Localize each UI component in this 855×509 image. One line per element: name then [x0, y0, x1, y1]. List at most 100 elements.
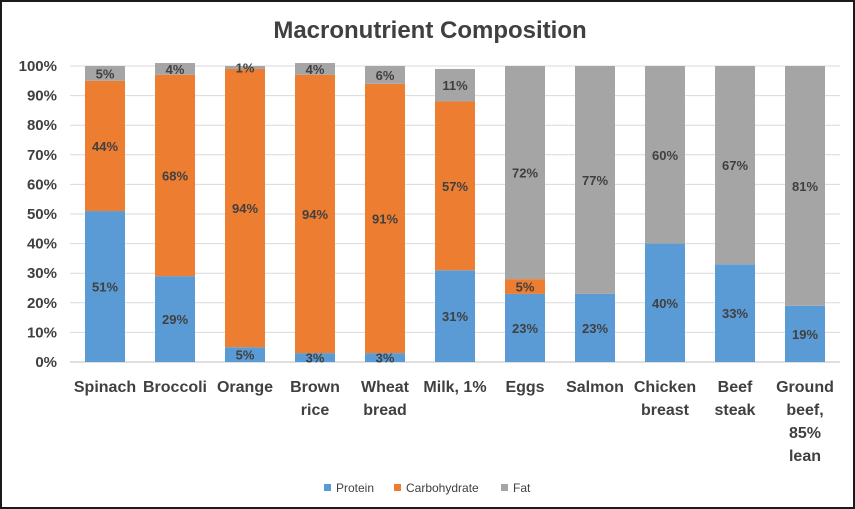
x-category-label: lean	[789, 448, 821, 465]
data-label: 60%	[652, 148, 678, 163]
data-label: 44%	[92, 139, 118, 154]
y-tick-label: 40%	[27, 236, 57, 253]
y-tick-label: 90%	[27, 88, 57, 105]
data-label: 94%	[232, 201, 258, 216]
data-labels: 51% 44% 5% 29% 68% 4% 5% 94% 1% 3% 94% 4% 3% 91% 6% 31%…	[92, 60, 818, 365]
bar-segment-protein	[225, 347, 265, 362]
bar-segment-protein	[435, 270, 475, 362]
x-category-label: 85%	[789, 425, 821, 442]
x-axis: Spinach Broccoli Orange Brown rice Wheat bread…	[74, 379, 834, 465]
bar-segment-protein	[365, 353, 405, 362]
data-label: 94%	[302, 207, 328, 222]
data-label: 3%	[306, 351, 325, 366]
bar-segment-fat	[645, 66, 685, 244]
x-category-label: steak	[715, 402, 756, 419]
x-category-label: Salmon	[566, 379, 624, 396]
bar-segment-protein	[505, 293, 545, 362]
data-label: 31%	[442, 309, 468, 324]
y-tick-label: 20%	[27, 295, 57, 312]
bar-segment-carbohydrate	[505, 279, 545, 294]
x-category-label: beef,	[786, 402, 823, 419]
data-label: 5%	[236, 348, 255, 363]
bar-segment-carbohydrate	[225, 68, 265, 348]
bar-segment-fat	[155, 63, 195, 75]
data-label: 91%	[372, 211, 398, 226]
data-label: 57%	[442, 179, 468, 194]
bar-segment-fat	[85, 66, 125, 81]
legend-label-carbohydrate: Carbohydrate	[406, 481, 479, 495]
data-label: 23%	[582, 321, 608, 336]
x-category-label: Chicken	[634, 379, 696, 396]
data-label: 23%	[512, 321, 538, 336]
data-label: 29%	[162, 312, 188, 327]
data-label: 4%	[166, 62, 185, 77]
bar-segment-carbohydrate	[295, 74, 335, 354]
bar-segment-fat	[715, 66, 755, 265]
bar-segment-carbohydrate	[365, 83, 405, 354]
data-label: 40%	[652, 296, 678, 311]
y-tick-label: 100%	[19, 58, 57, 75]
x-category-label: Milk, 1%	[423, 379, 486, 396]
legend-label-protein: Protein	[336, 481, 374, 495]
bar-segment-carbohydrate	[435, 101, 475, 271]
bar-segment-protein	[155, 276, 195, 362]
y-tick-label: 30%	[27, 265, 57, 282]
data-label: 5%	[96, 66, 115, 81]
y-tick-label: 80%	[27, 117, 57, 134]
data-label: 72%	[512, 166, 538, 181]
x-category-label: rice	[301, 402, 330, 419]
data-label: 81%	[792, 179, 818, 194]
bar-segment-fat	[505, 66, 545, 280]
bar-segment-protein	[785, 305, 825, 362]
x-category-label: Broccoli	[143, 379, 207, 396]
y-tick-label: 0%	[35, 354, 57, 371]
y-tick-label: 10%	[27, 324, 57, 341]
x-category-label: Wheat	[361, 379, 410, 396]
data-label: 68%	[162, 169, 188, 184]
bar-segment-protein	[645, 243, 685, 362]
bar-segment-carbohydrate	[155, 74, 195, 277]
x-category-label: Eggs	[505, 379, 544, 396]
legend-swatch-protein	[324, 484, 331, 491]
data-label: 3%	[376, 351, 395, 366]
legend: Protein Carbohydrate Fat	[324, 481, 531, 495]
x-category-label: bread	[363, 402, 407, 419]
bar-segment-fat	[295, 63, 335, 75]
x-category-label: Spinach	[74, 379, 136, 396]
bars	[85, 63, 825, 362]
bar-segment-protein	[295, 353, 335, 362]
data-label: 77%	[582, 173, 608, 188]
bar-segment-carbohydrate	[85, 80, 125, 212]
data-label: 1%	[236, 60, 255, 75]
data-label: 6%	[376, 68, 395, 83]
x-category-label: Beef	[718, 379, 753, 396]
data-label: 5%	[516, 280, 535, 295]
data-label: 11%	[442, 78, 468, 93]
y-tick-label: 60%	[27, 176, 57, 193]
y-tick-label: 50%	[27, 206, 57, 223]
bar-segment-fat	[435, 68, 475, 102]
bar-segment-protein	[85, 211, 125, 362]
y-tick-label: 70%	[27, 147, 57, 164]
bar-segment-protein	[715, 264, 755, 362]
data-label: 33%	[722, 306, 748, 321]
data-label: 51%	[92, 280, 118, 295]
x-category-label: breast	[641, 402, 690, 419]
bar-segment-fat	[785, 66, 825, 306]
x-category-label: Orange	[217, 379, 273, 396]
bar-segment-protein	[575, 293, 615, 362]
legend-label-fat: Fat	[513, 481, 531, 495]
x-category-label: Ground	[776, 379, 834, 396]
y-axis: 0% 10% 20% 30% 40% 50% 60% 70% 80% 90% 100%	[19, 58, 57, 371]
data-label: 4%	[306, 62, 325, 77]
x-category-label: Brown	[290, 379, 340, 396]
legend-swatch-fat	[501, 484, 508, 491]
bar-segment-fat	[575, 66, 615, 294]
data-label: 19%	[792, 327, 818, 342]
legend-swatch-carbohydrate	[394, 484, 401, 491]
bar-segment-fat	[365, 66, 405, 84]
data-label: 67%	[722, 158, 748, 173]
chart-title: Macronutrient Composition	[273, 17, 586, 44]
